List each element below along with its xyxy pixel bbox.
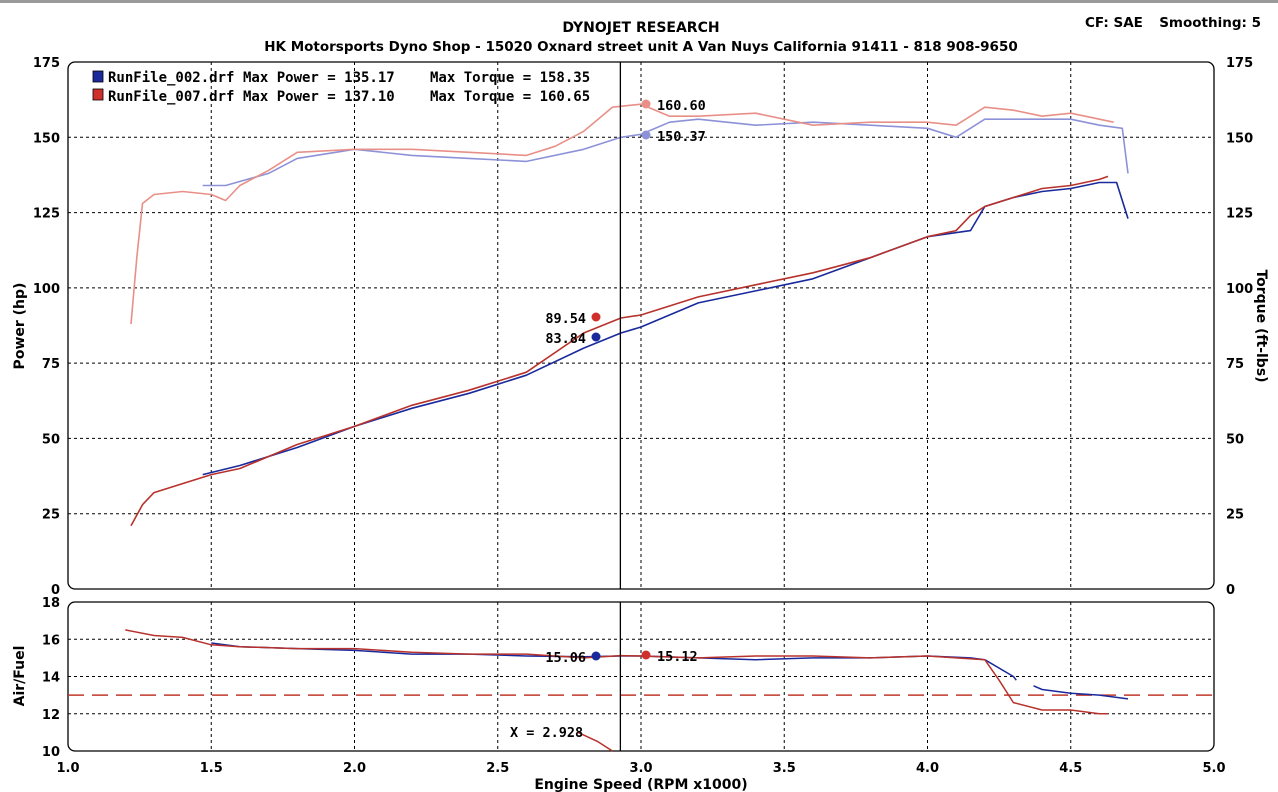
power-axis-label: Power (hp) bbox=[12, 283, 28, 370]
power-tick-label: 150 bbox=[33, 131, 60, 146]
x-tick-label: 1.0 bbox=[56, 761, 79, 776]
marker-power-run007 bbox=[591, 312, 601, 322]
label-power-run002: 83.84 bbox=[545, 331, 586, 347]
x-tick-label: 4.0 bbox=[916, 761, 939, 776]
cursor-markers: 160.60 150.37 89.54 83.84 15.06 15.12 X … bbox=[510, 98, 706, 741]
legend-swatch-run007 bbox=[92, 88, 104, 101]
marker-torque-run007 bbox=[641, 99, 651, 109]
legend-swatch-run002 bbox=[92, 70, 104, 83]
label-afr-run002: 15.06 bbox=[545, 650, 586, 666]
torque-tick-label: 150 bbox=[1226, 131, 1253, 146]
legend-torque-run002: Max Torque = 158.35 bbox=[430, 70, 590, 86]
label-torque-run007: 160.60 bbox=[657, 98, 706, 114]
label-afr-run007: 15.12 bbox=[657, 649, 698, 665]
torque-tick-label: 125 bbox=[1226, 207, 1253, 222]
window-top-border bbox=[0, 0, 1278, 3]
series-power-run002 bbox=[202, 181, 1129, 476]
legend-power-run002: Max Power = 135.17 bbox=[243, 70, 395, 86]
marker-afr-run002 bbox=[591, 651, 601, 661]
legend-file-run007: RunFile_007.drf bbox=[108, 89, 234, 105]
power-tick-label: 100 bbox=[33, 282, 60, 297]
afr-tick-label: 10 bbox=[42, 745, 60, 760]
legend-power-run007: Max Power = 137.10 bbox=[243, 89, 395, 105]
axis-ticks: 1.0 1.5 2.0 2.5 3.0 3.5 4.0 4.5 5.0 0 0 25 25 50 50 75 7… bbox=[33, 56, 1253, 776]
series-torque-run007 bbox=[130, 103, 1114, 325]
afr-tick-label: 16 bbox=[42, 633, 60, 648]
x-tick-label: 2.0 bbox=[343, 761, 366, 776]
cf-label: CF: SAE bbox=[1085, 15, 1143, 31]
x-tick-label: 5.0 bbox=[1202, 761, 1225, 776]
torque-tick-label: 25 bbox=[1226, 508, 1244, 523]
power-tick-label: 175 bbox=[33, 56, 60, 71]
x-tick-label: 2.5 bbox=[486, 761, 509, 776]
power-tick-label: 75 bbox=[42, 357, 60, 372]
power-tick-label: 0 bbox=[51, 583, 60, 598]
marker-torque-run002 bbox=[641, 130, 651, 140]
torque-tick-label: 100 bbox=[1226, 282, 1253, 297]
afr-grid bbox=[68, 602, 1214, 751]
marker-afr-run007 bbox=[641, 650, 651, 660]
chart-subtitle: HK Motorsports Dyno Shop - 15020 Oxnard … bbox=[264, 39, 1018, 55]
afr-axis-label: Air/Fuel bbox=[12, 646, 28, 707]
power-torque-series bbox=[130, 103, 1129, 527]
afr-tick-label: 18 bbox=[42, 596, 60, 611]
chart-title: DYNOJET RESEARCH bbox=[562, 20, 719, 36]
series-afr-run007 bbox=[125, 629, 1108, 715]
torque-tick-label: 50 bbox=[1226, 432, 1244, 447]
torque-tick-label: 0 bbox=[1226, 583, 1235, 598]
torque-tick-label: 75 bbox=[1226, 357, 1244, 372]
marker-power-run002 bbox=[591, 332, 601, 342]
legend-torque-run007: Max Torque = 160.65 bbox=[430, 89, 590, 105]
series-power-run007 bbox=[130, 175, 1109, 527]
smoothing-label: Smoothing: 5 bbox=[1159, 15, 1261, 31]
x-tick-label: 3.5 bbox=[773, 761, 796, 776]
x-axis-label: Engine Speed (RPM x1000) bbox=[534, 777, 747, 792]
power-tick-label: 25 bbox=[42, 508, 60, 523]
label-power-run007: 89.54 bbox=[545, 311, 586, 327]
power-grid bbox=[68, 62, 1214, 589]
series-afr-run002 bbox=[1033, 685, 1129, 700]
legend-file-run002: RunFile_002.drf bbox=[108, 70, 234, 86]
afr-tick-label: 12 bbox=[42, 708, 60, 723]
torque-tick-label: 175 bbox=[1226, 56, 1253, 71]
afr-series bbox=[125, 629, 1129, 752]
legend: RunFile_002.drf Max Power = 135.17 Max T… bbox=[92, 70, 590, 105]
power-tick-label: 50 bbox=[42, 432, 60, 447]
label-torque-run002: 150.37 bbox=[657, 129, 706, 145]
afr-tick-label: 14 bbox=[42, 671, 60, 686]
cursor-x-readout: X = 2.928 bbox=[510, 725, 583, 741]
x-tick-label: 3.0 bbox=[629, 761, 652, 776]
power-tick-label: 125 bbox=[33, 207, 60, 222]
series-afr-run007 bbox=[577, 731, 613, 752]
x-tick-label: 4.5 bbox=[1059, 761, 1082, 776]
torque-axis-label: Torque (ft-lbs) bbox=[1253, 269, 1269, 382]
x-tick-label: 1.5 bbox=[200, 761, 223, 776]
